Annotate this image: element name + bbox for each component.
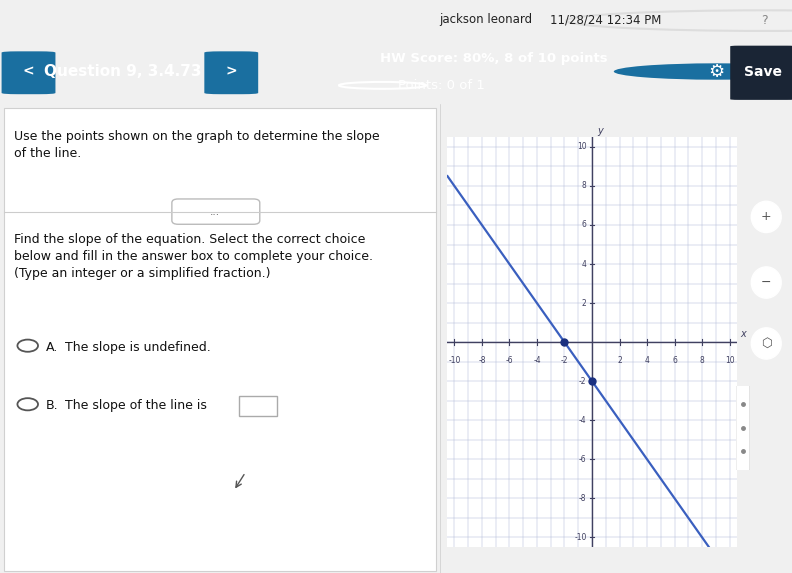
Text: y: y (597, 126, 603, 136)
Circle shape (752, 328, 781, 359)
Text: Find the slope of the equation. Select the correct choice
below and fill in the : Find the slope of the equation. Select t… (14, 233, 373, 280)
Text: ?: ? (761, 14, 767, 27)
Text: Question 9, 3.4.73: Question 9, 3.4.73 (44, 64, 201, 79)
Text: >: > (226, 65, 237, 79)
Text: Points: 0 of 1: Points: 0 of 1 (398, 79, 485, 92)
Text: +: + (761, 210, 771, 223)
Text: -10: -10 (448, 356, 461, 365)
Circle shape (614, 64, 792, 80)
Text: 10: 10 (577, 142, 587, 151)
Text: 6: 6 (581, 221, 587, 229)
Text: Use the points shown on the graph to determine the slope
of the line.: Use the points shown on the graph to det… (14, 130, 380, 160)
Text: 8: 8 (582, 182, 587, 190)
Text: 4: 4 (645, 356, 649, 365)
FancyBboxPatch shape (736, 383, 750, 472)
FancyBboxPatch shape (172, 199, 260, 224)
Text: -6: -6 (579, 455, 587, 464)
Text: -8: -8 (478, 356, 485, 365)
Text: <: < (23, 65, 34, 79)
Text: -2: -2 (561, 356, 568, 365)
Circle shape (752, 267, 781, 298)
Text: HW Score: 80%, 8 of 10 points: HW Score: 80%, 8 of 10 points (380, 52, 607, 65)
Text: -4: -4 (579, 416, 587, 425)
Text: 11/28/24 12:34 PM: 11/28/24 12:34 PM (550, 13, 662, 26)
FancyBboxPatch shape (730, 46, 792, 100)
Text: x: x (741, 329, 746, 339)
Text: 10: 10 (725, 356, 734, 365)
FancyBboxPatch shape (239, 396, 277, 417)
Text: 2: 2 (617, 356, 622, 365)
Text: -4: -4 (533, 356, 541, 365)
Text: 6: 6 (672, 356, 677, 365)
Text: The slope is undefined.: The slope is undefined. (65, 340, 211, 354)
Text: A.: A. (46, 340, 58, 354)
FancyBboxPatch shape (2, 52, 55, 94)
Text: 2: 2 (582, 299, 587, 308)
Text: -6: -6 (505, 356, 513, 365)
Text: -10: -10 (574, 533, 587, 542)
Circle shape (752, 201, 781, 233)
FancyBboxPatch shape (4, 108, 436, 571)
Text: ⬡: ⬡ (761, 337, 771, 350)
Text: B.: B. (46, 399, 59, 412)
Text: -2: -2 (579, 376, 587, 386)
Text: 8: 8 (700, 356, 705, 365)
Text: ...: ... (211, 207, 220, 217)
Text: ⚙: ⚙ (709, 62, 725, 81)
FancyBboxPatch shape (204, 52, 258, 94)
Text: −: − (761, 276, 771, 289)
Text: Save: Save (744, 65, 782, 79)
Text: -8: -8 (579, 494, 587, 503)
Text: 4: 4 (581, 260, 587, 269)
Text: jackson leonard: jackson leonard (440, 13, 533, 26)
Text: The slope of the line is: The slope of the line is (65, 399, 207, 412)
